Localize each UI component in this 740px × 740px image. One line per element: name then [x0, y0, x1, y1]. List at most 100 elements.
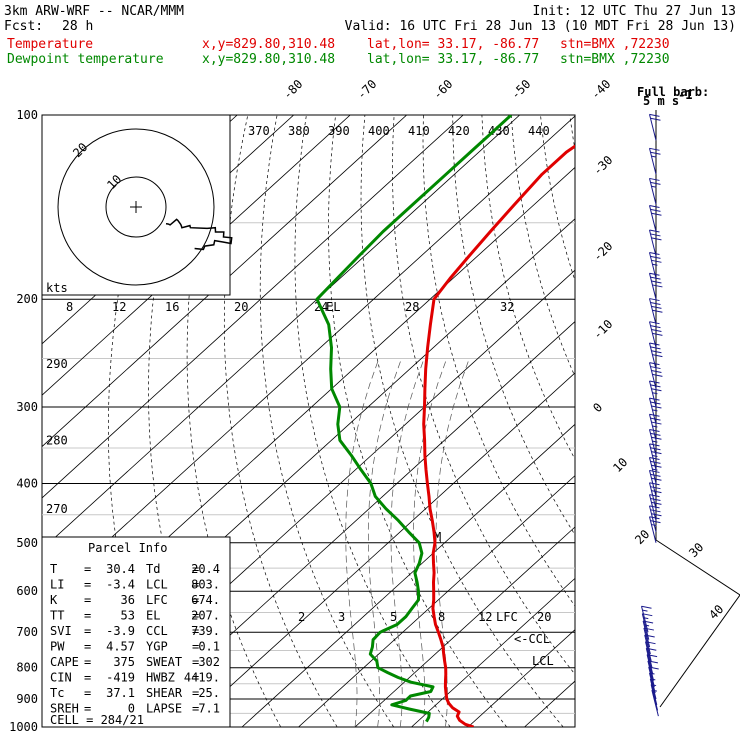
theta-e-label: 420 [448, 124, 470, 138]
wind-barb [649, 482, 662, 509]
theta-e-label: 390 [328, 124, 350, 138]
isotherm [524, 680, 575, 727]
barb-flag [650, 460, 661, 464]
parcel-value: 37.1 [106, 686, 135, 700]
dry-adiabat [328, 115, 507, 727]
parcel-equals: = [192, 609, 199, 623]
barb-half-flag [651, 185, 657, 188]
wind-barb [649, 298, 663, 325]
init-time: Init: 12 UTC Thu 27 Jun 13 [532, 4, 737, 19]
dry-adiabat [716, 115, 740, 727]
pressure-tick-label: 800 [16, 661, 38, 675]
barb-flag [649, 469, 660, 473]
parcel-equals: = [84, 593, 91, 607]
parcel-key: SHEAR [146, 686, 183, 700]
barb-flag [650, 473, 661, 477]
parcel-key: CAPE [50, 655, 79, 669]
hodograph-units: kts [46, 281, 68, 295]
wind-barb [649, 380, 662, 408]
barb-half-flag [652, 425, 658, 428]
isotherm-label: 30 [686, 540, 706, 560]
barb-flag [652, 373, 663, 377]
barb-flag [649, 298, 660, 302]
pressure-tick-label: 100 [16, 108, 38, 122]
isotherm-label: -70 [354, 77, 379, 102]
dry-adiabat [186, 115, 282, 727]
isotherm [185, 372, 575, 727]
barb-half-flag [643, 617, 649, 620]
parcel-info-title: Parcel Info [88, 541, 167, 555]
barb-staff [651, 690, 659, 717]
isotherm-label: -80 [280, 77, 305, 102]
barb-flag [650, 151, 661, 155]
barb-flag [650, 276, 661, 280]
sounding-profiles [315, 115, 575, 727]
parcel-value: -3.9 [106, 624, 135, 638]
parcel-value: 20.4 [191, 562, 220, 576]
model-title: 3km ARW-WRF -- NCAR/MMM [4, 4, 185, 19]
dewpoint-row-xy: x,y=829.80,310.48 [202, 52, 336, 67]
parcel-info-box [41, 536, 231, 728]
moist-adiabat [435, 358, 470, 727]
parcel-equals: = [84, 562, 91, 576]
isotherm-label: 10 [610, 455, 630, 475]
lfc-marker: LFC [496, 610, 518, 624]
barb-flag [650, 366, 661, 370]
barb-flag [643, 620, 654, 624]
mixing-ratio-upper-label: 8 [66, 300, 73, 314]
pressure-tick-label: 400 [16, 476, 38, 490]
barb-flag [649, 229, 660, 233]
isotherm [128, 321, 575, 727]
moist-adiabat [345, 358, 380, 727]
wind-barb [647, 660, 658, 688]
mixing-ratio-upper-label: 12 [112, 300, 126, 314]
parcel-value: 375 [113, 655, 135, 669]
parcel-equals: = [192, 562, 199, 576]
barb-flag [651, 369, 662, 373]
parcel-value: 674. [191, 593, 220, 607]
barb-half-flag [651, 684, 657, 687]
barb-flag [651, 451, 662, 455]
wind-barb [649, 272, 663, 300]
barb-staff [647, 660, 655, 688]
parcel-key: SREH [50, 702, 79, 716]
parcel-key: T [50, 562, 57, 576]
parcel-key: LAPSE [146, 702, 182, 716]
mixing-ratio-upper-label: 32 [500, 300, 514, 314]
mixing-ratio-upper-label: 20 [234, 300, 248, 314]
temperature-row-name: Temperature [7, 37, 94, 52]
parcel-equals: = [192, 578, 199, 592]
barb-staff-line [655, 539, 740, 596]
barb-flag [650, 498, 661, 501]
barb-flag [649, 177, 660, 181]
barb-flag [651, 305, 662, 309]
pressure-tick-label: 500 [16, 536, 38, 550]
parcel-key: EL [146, 609, 160, 623]
parcel-equals: = [192, 671, 199, 685]
dry-adiabat [658, 115, 740, 727]
barb-staff [643, 627, 651, 655]
barb-flag [649, 380, 660, 384]
temperature-profile [422, 144, 575, 727]
wind-barb [649, 505, 662, 533]
parcel-value: 0.1 [198, 640, 220, 654]
barb-flag [649, 505, 660, 509]
parcel-value: -419 [106, 671, 135, 685]
hodograph-trace [165, 218, 233, 251]
parcel-equals: = [192, 702, 199, 716]
dry-adiabat [259, 115, 394, 727]
barb-flag [649, 342, 660, 346]
theta-label: 270 [46, 502, 68, 516]
parcel-key: Tc [50, 686, 64, 700]
parcel-equals: = [84, 702, 91, 716]
isotherm [581, 115, 740, 727]
wind-barb [649, 113, 661, 141]
ccl-marker: <-CCL [514, 632, 550, 646]
barb-flag [652, 354, 663, 358]
wind-barb [650, 684, 659, 711]
barb-flag [651, 490, 662, 494]
parcel-equals: = [84, 671, 91, 685]
barb-staff [644, 634, 652, 662]
parcel-key: CIN [50, 671, 72, 685]
